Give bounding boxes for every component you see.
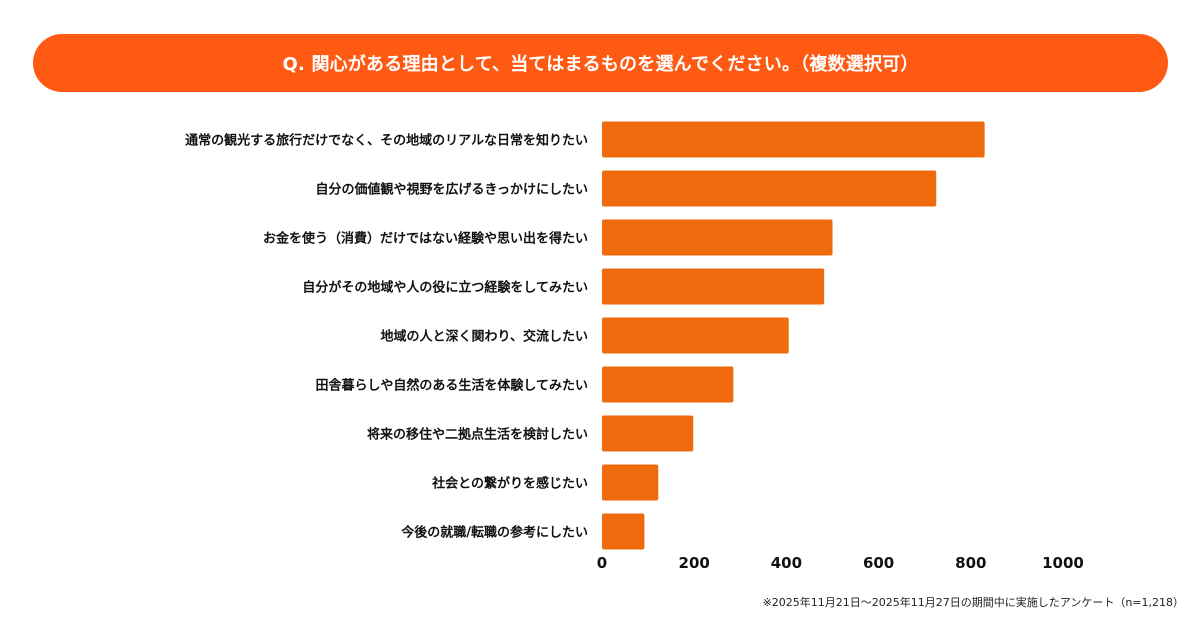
survey-footnote: ※2025年11月21日〜2025年11月27日の期間中に実施したアンケート（n… (762, 596, 1184, 609)
category-label: 地域の人と深く関わり、交流したい (381, 329, 588, 345)
category-label: 田舎暮らしや自然のある生活を体験してみたい (316, 378, 588, 394)
bar (602, 415, 694, 452)
bar (602, 170, 937, 207)
category-label: お金を使う（消費）だけではない経験や思い出を得たい (263, 231, 588, 247)
x-tick-label: 200 (679, 554, 710, 572)
x-tick-label: 600 (863, 554, 894, 572)
x-tick-label: 800 (955, 554, 986, 572)
x-tick-label: 0 (597, 554, 607, 572)
bar (602, 121, 985, 158)
bar (602, 317, 789, 354)
category-label: 今後の就職/転職の参考にしたい (400, 525, 588, 541)
category-label: 自分がその地域や人の役に立つ経験をしてみたい (302, 280, 588, 296)
x-tick-label: 400 (771, 554, 802, 572)
category-label: 自分の価値観や視野を広げるきっかけにしたい (316, 182, 588, 198)
bar (602, 268, 825, 305)
bar (602, 513, 645, 550)
category-label: 社会との繋がりを感じたい (431, 476, 588, 492)
chart-title-banner: Q. 関心がある理由として、当てはまるものを選んでください。（複数選択可） (33, 34, 1168, 92)
x-tick-label: 1000 (1042, 554, 1084, 572)
chart-title: Q. 関心がある理由として、当てはまるものを選んでください。（複数選択可） (282, 54, 919, 75)
bar (602, 464, 659, 501)
bar (602, 219, 833, 256)
category-label: 通常の観光する旅行だけでなく、その地域のリアルな日常を知りたい (185, 133, 588, 149)
category-label: 将来の移住や二拠点生活を検討したい (367, 427, 588, 443)
bar (602, 366, 734, 403)
